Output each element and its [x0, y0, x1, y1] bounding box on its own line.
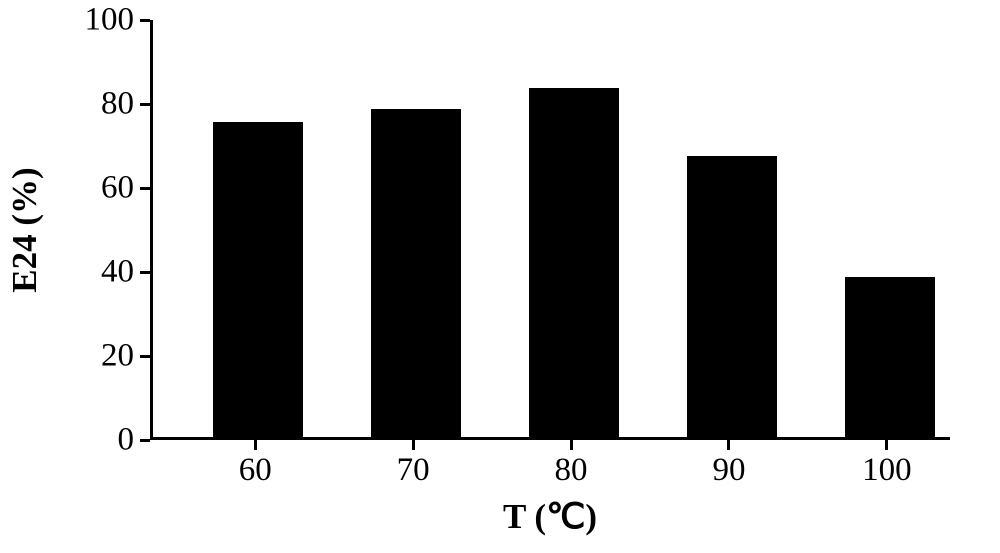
y-tick — [140, 439, 150, 442]
bar — [687, 156, 777, 437]
x-tick — [727, 440, 730, 450]
y-tick — [140, 187, 150, 190]
y-tick-label: 100 — [85, 2, 135, 39]
bar — [371, 109, 461, 437]
y-tick-label: 20 — [101, 338, 134, 375]
y-tick-label: 40 — [101, 254, 134, 291]
x-tick-label: 90 — [712, 452, 745, 489]
y-tick-label: 80 — [101, 86, 134, 123]
x-tick-label: 60 — [239, 452, 272, 489]
y-tick — [140, 19, 150, 22]
y-tick-label: 60 — [101, 170, 134, 207]
bar — [529, 88, 619, 437]
x-tick — [570, 440, 573, 450]
x-tick — [885, 440, 888, 450]
x-axis-title: T (℃) — [503, 497, 597, 537]
plot-area — [150, 20, 950, 440]
x-tick-label: 70 — [397, 452, 430, 489]
bar — [213, 122, 303, 437]
x-tick-label: 80 — [555, 452, 588, 489]
bar — [845, 277, 935, 437]
y-tick — [140, 103, 150, 106]
y-tick — [140, 355, 150, 358]
x-tick-label: 100 — [862, 452, 912, 489]
y-axis-title: E24 (%) — [5, 167, 45, 292]
y-tick-label: 0 — [118, 422, 135, 459]
bar-chart: E24 (%) T (℃) 0 20 40 60 80 100 60 70 80 90 100 — [0, 0, 1000, 553]
y-tick — [140, 271, 150, 274]
x-tick — [412, 440, 415, 450]
x-tick — [254, 440, 257, 450]
